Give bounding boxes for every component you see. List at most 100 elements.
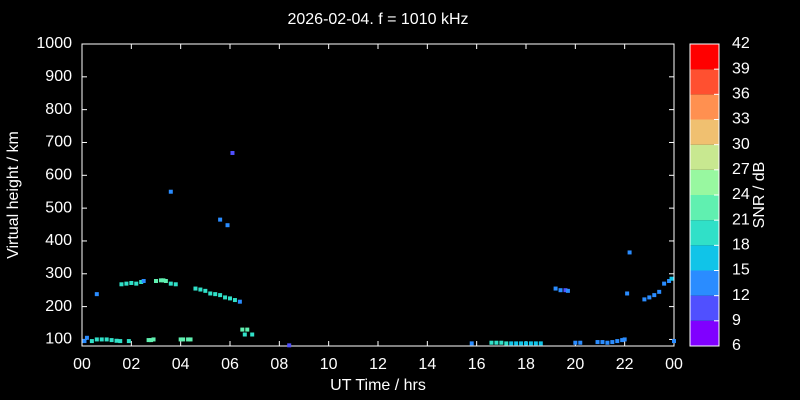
data-point xyxy=(158,278,163,283)
colorbar-band xyxy=(690,169,719,195)
colorbar-tick-label: 6 xyxy=(732,337,741,354)
data-point xyxy=(519,341,524,346)
data-point xyxy=(168,281,173,286)
colorbar-band xyxy=(690,94,719,120)
data-point xyxy=(124,281,129,286)
x-tick-label: 16 xyxy=(468,356,486,373)
data-point xyxy=(193,286,198,291)
data-point xyxy=(198,287,203,292)
data-point xyxy=(213,292,218,297)
data-point xyxy=(163,279,168,284)
data-point xyxy=(129,280,134,285)
colorbar-tick-label: 24 xyxy=(732,186,750,203)
data-point xyxy=(504,341,509,346)
data-point xyxy=(109,338,114,343)
data-point xyxy=(647,295,652,300)
data-point xyxy=(237,299,242,304)
data-point xyxy=(514,341,519,346)
data-point xyxy=(82,339,87,344)
colorbar-band xyxy=(690,245,719,271)
data-point xyxy=(232,298,237,303)
data-point xyxy=(104,337,109,342)
data-point xyxy=(89,339,94,344)
data-point xyxy=(538,341,543,346)
data-point xyxy=(494,340,499,345)
data-point xyxy=(553,286,558,291)
data-point xyxy=(203,288,208,293)
data-point xyxy=(499,340,504,345)
colorbar-tick-label: 21 xyxy=(732,211,750,228)
data-point xyxy=(84,335,89,340)
x-tick-label: 12 xyxy=(369,356,387,373)
data-point xyxy=(533,341,538,346)
data-point xyxy=(186,337,191,342)
colorbar-band xyxy=(690,220,719,246)
x-tick-label: 22 xyxy=(616,356,634,373)
data-point xyxy=(173,282,178,287)
data-point xyxy=(620,338,625,343)
x-tick-label: 06 xyxy=(221,356,239,373)
data-point xyxy=(489,340,494,345)
colorbar-tick-label: 12 xyxy=(732,287,750,304)
data-point xyxy=(245,327,250,332)
data-point xyxy=(524,341,528,346)
y-tick-label: 900 xyxy=(45,68,72,85)
colorbar-band xyxy=(690,270,719,296)
data-point xyxy=(605,340,610,345)
data-point xyxy=(119,282,124,287)
colorbar-band xyxy=(690,44,719,70)
colorbar-tick-label: 33 xyxy=(732,111,750,128)
data-point xyxy=(622,337,627,342)
colorbar-band xyxy=(690,69,719,95)
data-point xyxy=(181,337,186,342)
colorbar-band xyxy=(690,119,719,145)
data-point xyxy=(118,339,123,344)
colorbar-tick-label: 18 xyxy=(732,237,750,254)
data-point xyxy=(178,337,183,342)
data-point xyxy=(134,281,139,286)
data-point xyxy=(218,217,223,222)
data-point xyxy=(667,279,672,284)
x-tick-label: 02 xyxy=(122,356,140,373)
data-point xyxy=(141,279,146,284)
colorbar-band xyxy=(690,144,719,170)
data-point xyxy=(242,332,247,337)
data-point xyxy=(188,337,193,342)
colorbar-tick-label: 42 xyxy=(732,35,750,52)
data-point xyxy=(94,337,99,342)
data-point xyxy=(573,340,578,345)
chart-title: 2026-02-04. f = 1010 kHz xyxy=(287,11,468,28)
data-point xyxy=(151,337,156,342)
data-point xyxy=(642,297,647,302)
y-tick-label: 600 xyxy=(45,167,72,184)
y-tick-label: 300 xyxy=(45,265,72,282)
x-tick-label: 00 xyxy=(665,356,683,373)
data-point xyxy=(558,288,563,293)
y-tick-label: 500 xyxy=(45,199,72,216)
data-point xyxy=(240,327,245,332)
y-axis-label: Virtual height / km xyxy=(5,131,22,259)
x-tick-label: 10 xyxy=(320,356,338,373)
data-point xyxy=(230,150,235,155)
colorbar-label: SNR / dB xyxy=(751,162,768,229)
data-point xyxy=(149,338,154,343)
data-point xyxy=(139,279,144,284)
data-point xyxy=(610,340,615,345)
y-tick-label: 100 xyxy=(45,331,72,348)
data-point xyxy=(652,293,657,298)
colorbar-tick-label: 27 xyxy=(732,161,750,178)
y-tick-label: 400 xyxy=(45,232,72,249)
data-point xyxy=(223,295,228,300)
data-point xyxy=(287,343,292,348)
data-point xyxy=(168,189,173,194)
data-point xyxy=(578,340,583,345)
y-tick-label: 700 xyxy=(45,134,72,151)
y-tick-label: 1000 xyxy=(36,35,72,52)
data-point xyxy=(469,341,474,346)
x-tick-label: 20 xyxy=(566,356,584,373)
data-point xyxy=(528,341,533,346)
colorbar-tick-label: 15 xyxy=(732,262,750,279)
colorbar-band xyxy=(690,320,719,346)
colorbar-tick-label: 36 xyxy=(732,86,750,103)
